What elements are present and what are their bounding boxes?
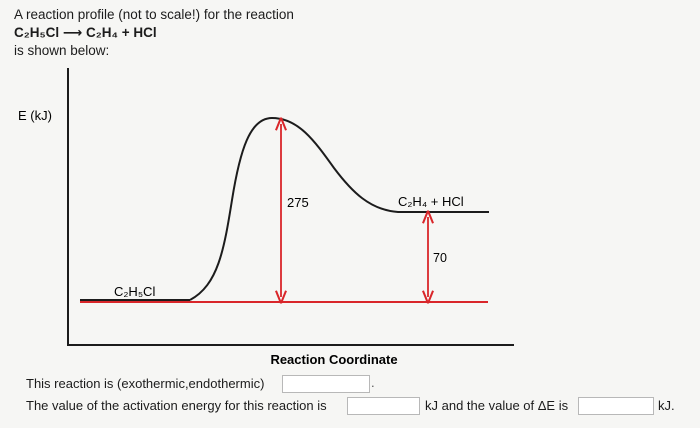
y-axis-label: E (kJ) [18, 108, 52, 123]
kj-unit-suffix: kJ. [658, 398, 675, 413]
activation-energy-value: 275 [287, 195, 309, 210]
question-exothermic: This reaction is (exothermic,endothermic… [26, 376, 265, 391]
x-axis-label: Reaction Coordinate [270, 352, 397, 367]
activation-energy-answer-input[interactable] [347, 397, 420, 415]
q1-suffix: . [371, 375, 375, 390]
question-activation-energy: The value of the activation energy for t… [26, 398, 327, 413]
intro-text: A reaction profile (not to scale!) for t… [14, 7, 294, 22]
delta-e-prompt: kJ and the value of ΔE is [425, 398, 569, 413]
product-gap-value: 70 [433, 251, 447, 265]
product-label: C₂H₄ + HCl [398, 194, 464, 209]
problem-header: A reaction profile (not to scale!) for t… [14, 6, 294, 60]
reaction-equation: C₂H₅Cl ⟶ C₂H₄ + HCl [14, 25, 157, 40]
delta-e-answer-input[interactable] [578, 397, 654, 415]
reactant-label: C₂H₅Cl [114, 284, 155, 299]
exothermic-answer-input[interactable] [282, 375, 370, 393]
energy-curve [189, 116, 489, 301]
shown-below-text: is shown below: [14, 43, 110, 58]
